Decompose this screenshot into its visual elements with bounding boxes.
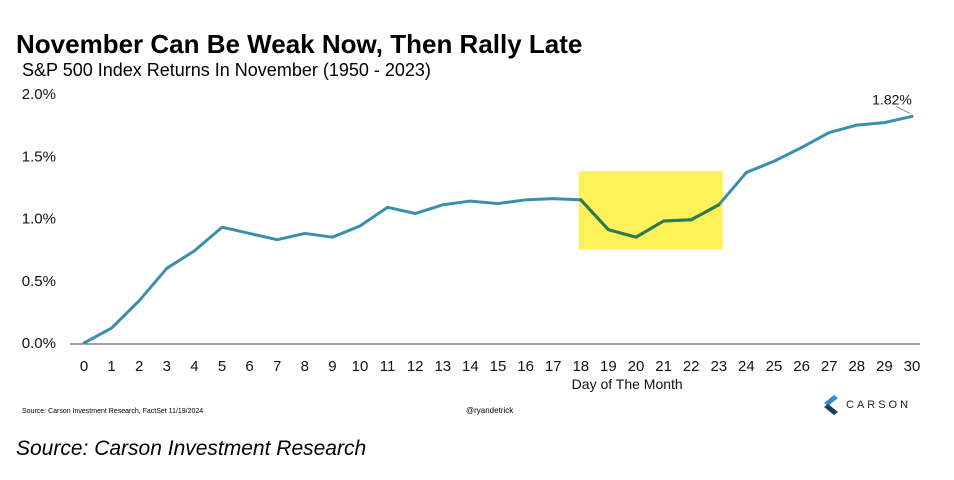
end-value-label: 1.82% <box>872 91 912 107</box>
carson-logo-text: CARSON <box>846 399 912 411</box>
axis-layer: 0.0%0.5%1.0%1.5%2.0%0 1 2 3 4 5 6 7 8 9 10 11 12 13 14… <box>22 86 921 392</box>
x-axis-label: Day of The Month <box>572 376 683 392</box>
x-tick-label: 9 <box>328 358 336 375</box>
x-tick-label: 19 <box>600 358 617 375</box>
carson-logo: CARSON <box>824 394 911 416</box>
x-tick-label: 8 <box>301 358 309 375</box>
x-tick-label: 4 <box>190 358 198 375</box>
x-tick-label: 20 <box>628 358 645 375</box>
x-tick-label: 24 <box>738 358 755 375</box>
x-tick-label: 6 <box>245 358 253 375</box>
x-tick-label: 29 <box>876 358 893 375</box>
y-tick-label: 0.0% <box>22 335 56 352</box>
line-chart: 0.0%0.5%1.0%1.5%2.0%0 1 2 3 4 5 6 7 8 9 10 11 12 13 14… <box>22 86 921 392</box>
x-tick-label: 30 <box>904 358 921 375</box>
x-tick-label: 7 <box>273 358 281 375</box>
chart-subtitle: S&P 500 Index Returns In November (1950 … <box>22 60 431 80</box>
annotation-leader <box>895 105 911 114</box>
carson-logo-icon <box>824 395 838 415</box>
label-layer: 1.82% <box>872 91 912 114</box>
y-tick-label: 2.0% <box>22 86 56 103</box>
y-tick-label: 0.5% <box>22 273 56 290</box>
x-tick-label: 11 <box>380 358 396 375</box>
x-tick-label: 28 <box>848 358 865 375</box>
x-tick-label: 14 <box>462 358 479 375</box>
x-tick-label: 10 <box>352 358 369 375</box>
chart-title: November Can Be Weak Now, Then Rally Lat… <box>16 29 583 59</box>
x-tick-label: 16 <box>517 358 534 375</box>
x-tick-label: 5 <box>218 358 226 375</box>
x-tick-label: 17 <box>545 358 562 375</box>
series-layer <box>82 114 914 345</box>
x-tick-label: 18 <box>572 358 589 375</box>
x-tick-label: 3 <box>163 358 171 375</box>
highlight-layer <box>578 171 723 250</box>
series-line <box>82 114 914 345</box>
x-tick-label: 2 <box>135 358 143 375</box>
x-tick-label: 26 <box>793 358 810 375</box>
source-caption: Source: Carson Investment Research <box>16 437 367 460</box>
x-tick-label: 23 <box>710 358 727 375</box>
highlighted-segment <box>579 198 721 239</box>
highlight-box <box>578 171 723 250</box>
x-tick-label: 0 <box>80 358 88 375</box>
x-tick-label: 21 <box>655 358 672 375</box>
author-handle: @ryandetrick <box>466 406 514 415</box>
y-tick-label: 1.5% <box>22 148 56 165</box>
y-tick-label: 1.0% <box>22 211 56 228</box>
x-tick-label: 27 <box>821 358 838 375</box>
source-note: Source: Carson Investment Research, Fact… <box>22 408 204 415</box>
x-tick-label: 12 <box>407 358 424 375</box>
x-tick-label: 15 <box>490 358 507 375</box>
x-tick-label: 1 <box>107 358 115 375</box>
x-tick-label: 25 <box>766 358 783 375</box>
x-tick-label: 22 <box>683 358 700 375</box>
x-tick-label: 13 <box>434 358 451 375</box>
